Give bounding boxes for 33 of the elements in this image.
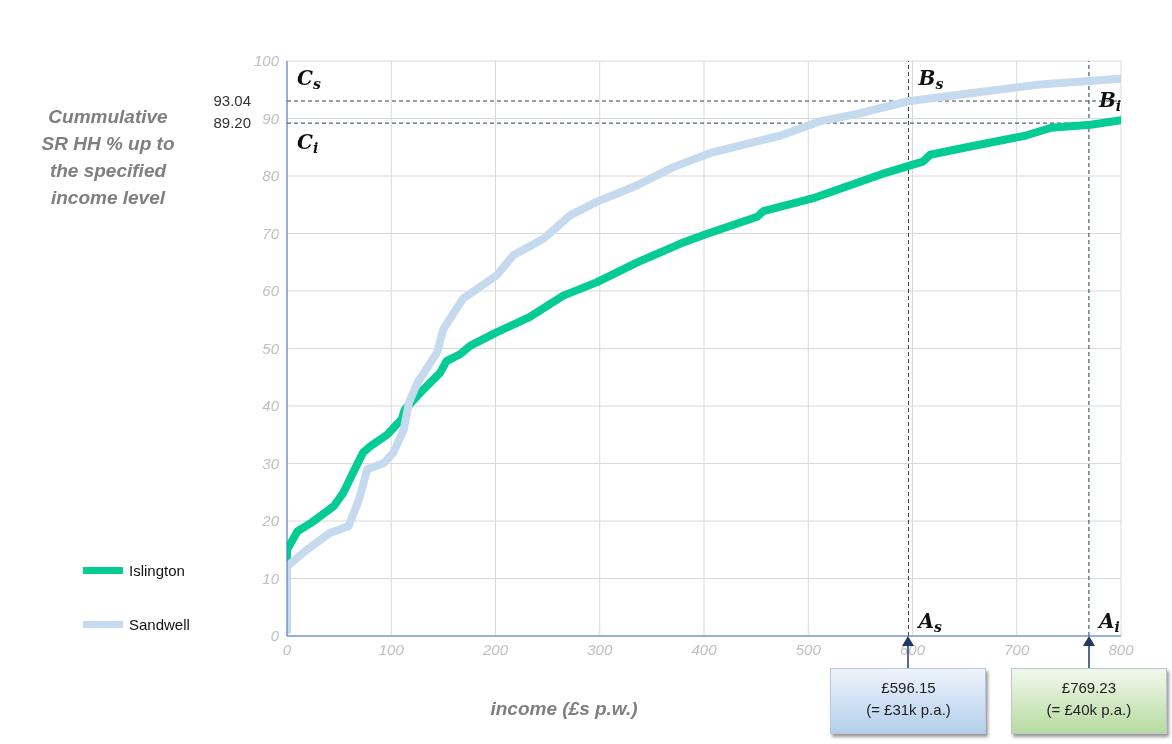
y-tick-label: 60 (262, 282, 280, 300)
annotation: C$_{i}$ (297, 130, 319, 157)
y-tick-label: 80 (262, 167, 280, 185)
y-tick-label: 30 (262, 454, 280, 472)
ref-line-label: £769.23 (= £40k p.a.) (1010, 668, 1167, 734)
annotation: A$_{i}$ (1096, 609, 1120, 636)
x-tick-label: 300 (587, 640, 613, 658)
annotation: A$_{s}$ (916, 609, 943, 636)
y-tick-label: 10 (262, 569, 280, 587)
y-tick-label: 0 (270, 627, 280, 645)
legend-label: Sandwell (129, 615, 190, 633)
x-tick-label: 400 (691, 640, 718, 658)
x-tick-label: 500 (795, 640, 822, 658)
y-tick-label: 100 (253, 52, 280, 70)
x-axis-title: income (£s p.w.) (489, 698, 639, 720)
annotation: B$_{i}$ (1097, 88, 1122, 115)
x-tick-label: 800 (1108, 640, 1135, 658)
y-tick-label: 70 (262, 224, 280, 242)
y-tick-label: 20 (261, 512, 280, 530)
x-tick-label: 100 (378, 640, 405, 658)
x-tick-label: 200 (481, 640, 509, 658)
y-tick-label: 50 (262, 339, 280, 357)
ref-line-label: 89.20 (213, 114, 251, 132)
annotation: C$_{s}$ (297, 66, 321, 93)
y-axis-title: Cummulative SR HH % up to the specified income level (40, 105, 176, 210)
annotation: B$_{s}$ (917, 66, 944, 93)
legend-label: Islington (129, 561, 185, 579)
x-tick-label: 0 (282, 640, 292, 658)
y-tick-label: 40 (262, 397, 280, 415)
x-tick-label: 700 (1004, 640, 1030, 658)
y-tick-label: 90 (262, 109, 280, 127)
ref-line-label: £596.15 (= £31k p.a.) (830, 668, 987, 734)
ref-line-label: 93.04 (213, 92, 251, 110)
